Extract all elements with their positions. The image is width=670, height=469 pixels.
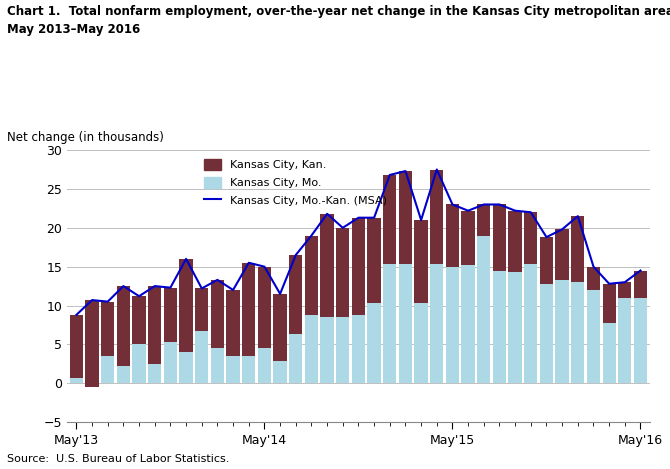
- Bar: [509, 211, 522, 272]
- Bar: [242, 356, 255, 383]
- Bar: [602, 284, 616, 323]
- Bar: [352, 218, 365, 315]
- Text: Net change (in thousands): Net change (in thousands): [7, 131, 163, 144]
- Bar: [367, 303, 381, 383]
- Bar: [383, 265, 397, 383]
- Bar: [524, 212, 537, 264]
- Bar: [133, 296, 146, 344]
- Bar: [367, 218, 381, 303]
- Bar: [493, 271, 506, 383]
- Bar: [399, 265, 412, 383]
- Bar: [540, 284, 553, 383]
- Bar: [587, 267, 600, 290]
- Text: Source:  U.S. Bureau of Labor Statistics.: Source: U.S. Bureau of Labor Statistics.: [7, 454, 229, 464]
- Bar: [352, 315, 365, 383]
- Bar: [571, 216, 584, 282]
- Bar: [101, 302, 115, 356]
- Bar: [634, 298, 647, 383]
- Bar: [618, 282, 632, 298]
- Bar: [320, 317, 334, 383]
- Bar: [163, 342, 177, 383]
- Bar: [555, 229, 569, 280]
- Bar: [383, 175, 397, 265]
- Bar: [477, 235, 490, 383]
- Bar: [211, 348, 224, 383]
- Bar: [289, 255, 302, 334]
- Bar: [446, 204, 459, 267]
- Bar: [336, 228, 350, 317]
- Bar: [571, 282, 584, 383]
- Bar: [524, 264, 537, 383]
- Text: Chart 1.  Total nonfarm employment, over-the-year net change in the Kansas City : Chart 1. Total nonfarm employment, over-…: [7, 5, 670, 18]
- Bar: [148, 286, 161, 364]
- Bar: [85, 383, 98, 387]
- Bar: [273, 294, 287, 362]
- Bar: [430, 264, 444, 383]
- Bar: [70, 315, 83, 378]
- Bar: [148, 364, 161, 383]
- Bar: [618, 298, 632, 383]
- Bar: [305, 315, 318, 383]
- Bar: [602, 323, 616, 383]
- Bar: [70, 378, 83, 383]
- Bar: [273, 362, 287, 383]
- Bar: [133, 344, 146, 383]
- Bar: [117, 286, 130, 366]
- Bar: [289, 334, 302, 383]
- Bar: [258, 267, 271, 348]
- Bar: [415, 303, 427, 383]
- Bar: [163, 287, 177, 342]
- Bar: [493, 204, 506, 271]
- Bar: [195, 288, 208, 331]
- Bar: [587, 290, 600, 383]
- Bar: [415, 220, 427, 303]
- Text: May 2013–May 2016: May 2013–May 2016: [7, 23, 140, 37]
- Bar: [477, 204, 490, 235]
- Bar: [101, 356, 115, 383]
- Bar: [430, 169, 444, 264]
- Bar: [180, 352, 193, 383]
- Bar: [226, 290, 240, 356]
- Bar: [462, 265, 475, 383]
- Bar: [399, 171, 412, 265]
- Bar: [634, 271, 647, 298]
- Bar: [305, 235, 318, 315]
- Bar: [195, 331, 208, 383]
- Bar: [555, 280, 569, 383]
- Bar: [117, 366, 130, 383]
- Bar: [540, 237, 553, 284]
- Bar: [85, 300, 98, 387]
- Legend: Kansas City, Kan., Kansas City, Mo., Kansas City, Mo.-Kan. (MSA): Kansas City, Kan., Kansas City, Mo., Kan…: [201, 156, 390, 209]
- Bar: [320, 214, 334, 317]
- Bar: [336, 317, 350, 383]
- Bar: [258, 348, 271, 383]
- Bar: [211, 280, 224, 348]
- Bar: [180, 259, 193, 352]
- Bar: [462, 211, 475, 265]
- Bar: [446, 267, 459, 383]
- Bar: [509, 272, 522, 383]
- Bar: [242, 263, 255, 356]
- Bar: [226, 356, 240, 383]
